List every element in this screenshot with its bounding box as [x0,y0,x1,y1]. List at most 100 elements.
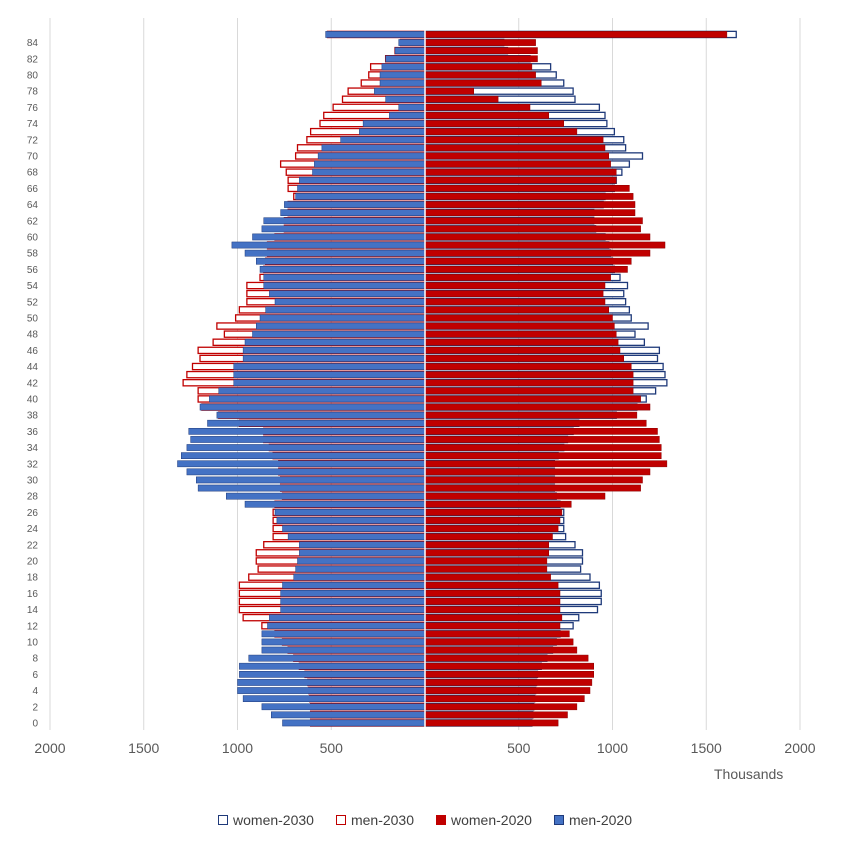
bar-women-2020-age-84 [424,39,536,46]
y-tick-label: 62 [27,216,39,227]
bar-women-2020-age-43 [424,371,634,378]
y-tick-label: 76 [27,103,39,114]
bar-men-2020-age-5 [237,679,426,686]
bar-men-2020-age-57 [256,257,426,265]
y-tick-label: 50 [27,313,39,324]
y-tick-label: 4 [32,686,38,697]
bar-men-2020-age-35 [190,436,426,443]
y-axis-tick-labels: 0246810121416182022242628303234363840424… [27,38,39,729]
y-tick-label: 28 [27,492,39,503]
legend: women-2030 men-2030 women-2020 men-2020 [0,812,850,828]
bar-women-2020-age-23 [424,533,553,540]
y-tick-label: 48 [27,330,39,341]
bar-women-2020-age-56 [424,266,628,273]
bar-women-2020-age-3 [424,695,585,702]
y-tick-label: 18 [27,573,39,584]
x-tick-label: 500 [320,740,344,756]
legend-label-women-2030: women-2030 [233,812,314,828]
bar-women-2020-age-32 [424,460,668,468]
bar-men-2020-age-11 [261,630,426,638]
bar-men-2020-age-19 [295,565,426,573]
bar-women-2020-age-79 [424,79,542,87]
bar-women-2020-age-8 [424,654,589,662]
bar-men-2020-age-67 [299,176,426,184]
bar-men-2020-age-16 [280,590,426,597]
y-tick-label: 70 [27,151,39,162]
bar-women-2020-age-35 [424,436,660,443]
bar-women-2020-age-30 [424,476,643,484]
bar-men-2020-age-75 [389,112,426,119]
bar-women-2020-age-67 [424,176,617,184]
y-tick-label: 40 [27,394,39,405]
bar-women-2020-age-0 [424,719,559,727]
bar-men-2020-age-44 [233,363,426,370]
y-tick-label: 2 [32,702,38,713]
bar-women-2020-age-68 [424,168,617,176]
bar-men-2020-age-38 [216,411,426,419]
bar-men-2020-age-2 [261,703,426,711]
bar-women-2020-age-55 [424,274,611,281]
bar-men-2020-age-9 [261,646,426,654]
bar-women-2020-age-71 [424,144,606,152]
bar-women-2020-age-73 [424,128,578,136]
bar-men-2020-age-69 [314,160,426,168]
bar-men-2020-age-42 [233,379,426,387]
bar-women-2020-age-10 [424,638,574,646]
bar-women-2020-age-85 [424,31,728,38]
bar-women-2020-age-62 [424,217,643,225]
bar-men-2020-age-40 [209,395,426,403]
bar-women-2020-age-49 [424,322,615,330]
bar-men-2020-age-73 [359,128,426,136]
bar-women-2020-age-69 [424,160,611,168]
bar-men-2020-age-65 [295,193,426,200]
bar-men-2020-age-10 [261,638,426,646]
bar-men-2020-age-83 [394,47,426,54]
legend-swatch-men-2020 [553,815,564,825]
x-axis-tick-labels: 2000 1500 1000 500 500 1000 1500 2000 [34,740,815,756]
bar-women-2020-age-27 [424,500,572,508]
y-tick-label: 80 [27,70,39,81]
bar-women-2020-age-60 [424,233,651,241]
bar-men-2020-age-7 [239,662,426,670]
y-tick-label: 82 [27,54,39,65]
bar-men-2020-age-47 [244,338,426,346]
x-tick-label: 1500 [128,740,159,756]
bar-women-2020-age-70 [424,152,609,160]
bar-women-2020-age-65 [424,193,634,200]
y-tick-label: 46 [27,346,39,357]
bar-men-2020-age-15 [280,598,426,605]
x-tick-label: 500 [507,740,531,756]
bar-women-2020-age-50 [424,314,613,322]
bar-men-2020-age-59 [231,241,426,249]
bar-men-2020-age-63 [280,209,426,217]
bar-women-2020-age-48 [424,330,617,338]
bar-men-2020-age-52 [274,298,426,306]
bar-women-2020-age-29 [424,484,641,492]
bar-men-2020-age-71 [321,144,426,152]
bar-women-2020-age-74 [424,120,564,127]
bar-women-2020-age-61 [424,225,641,233]
y-tick-label: 10 [27,637,39,648]
y-tick-label: 0 [32,718,38,729]
bar-men-2020-age-58 [244,249,426,257]
bar-women-2020-age-77 [424,95,499,103]
bar-women-2020-age-51 [424,306,609,314]
bar-women-2020-age-72 [424,136,604,144]
bar-women-2020-age-17 [424,581,559,589]
y-tick-label: 74 [27,119,39,130]
bar-women-2020-age-45 [424,355,624,362]
bar-men-2020-age-34 [186,444,426,451]
bar-women-2020-age-37 [424,419,647,427]
bar-women-2020-age-83 [424,47,538,54]
bar-men-2020-age-18 [293,573,426,581]
bar-women-2020-age-22 [424,541,549,549]
bar-women-2020-age-19 [424,565,548,573]
bar-men-2020-age-84 [398,39,426,46]
bar-men-2020-age-17 [282,581,426,589]
bar-men-2020-age-41 [218,387,426,395]
y-tick-label: 38 [27,411,39,422]
bar-men-2020-age-82 [385,55,426,63]
bar-women-2020-age-46 [424,347,621,354]
bar-women-2020-age-75 [424,112,549,119]
